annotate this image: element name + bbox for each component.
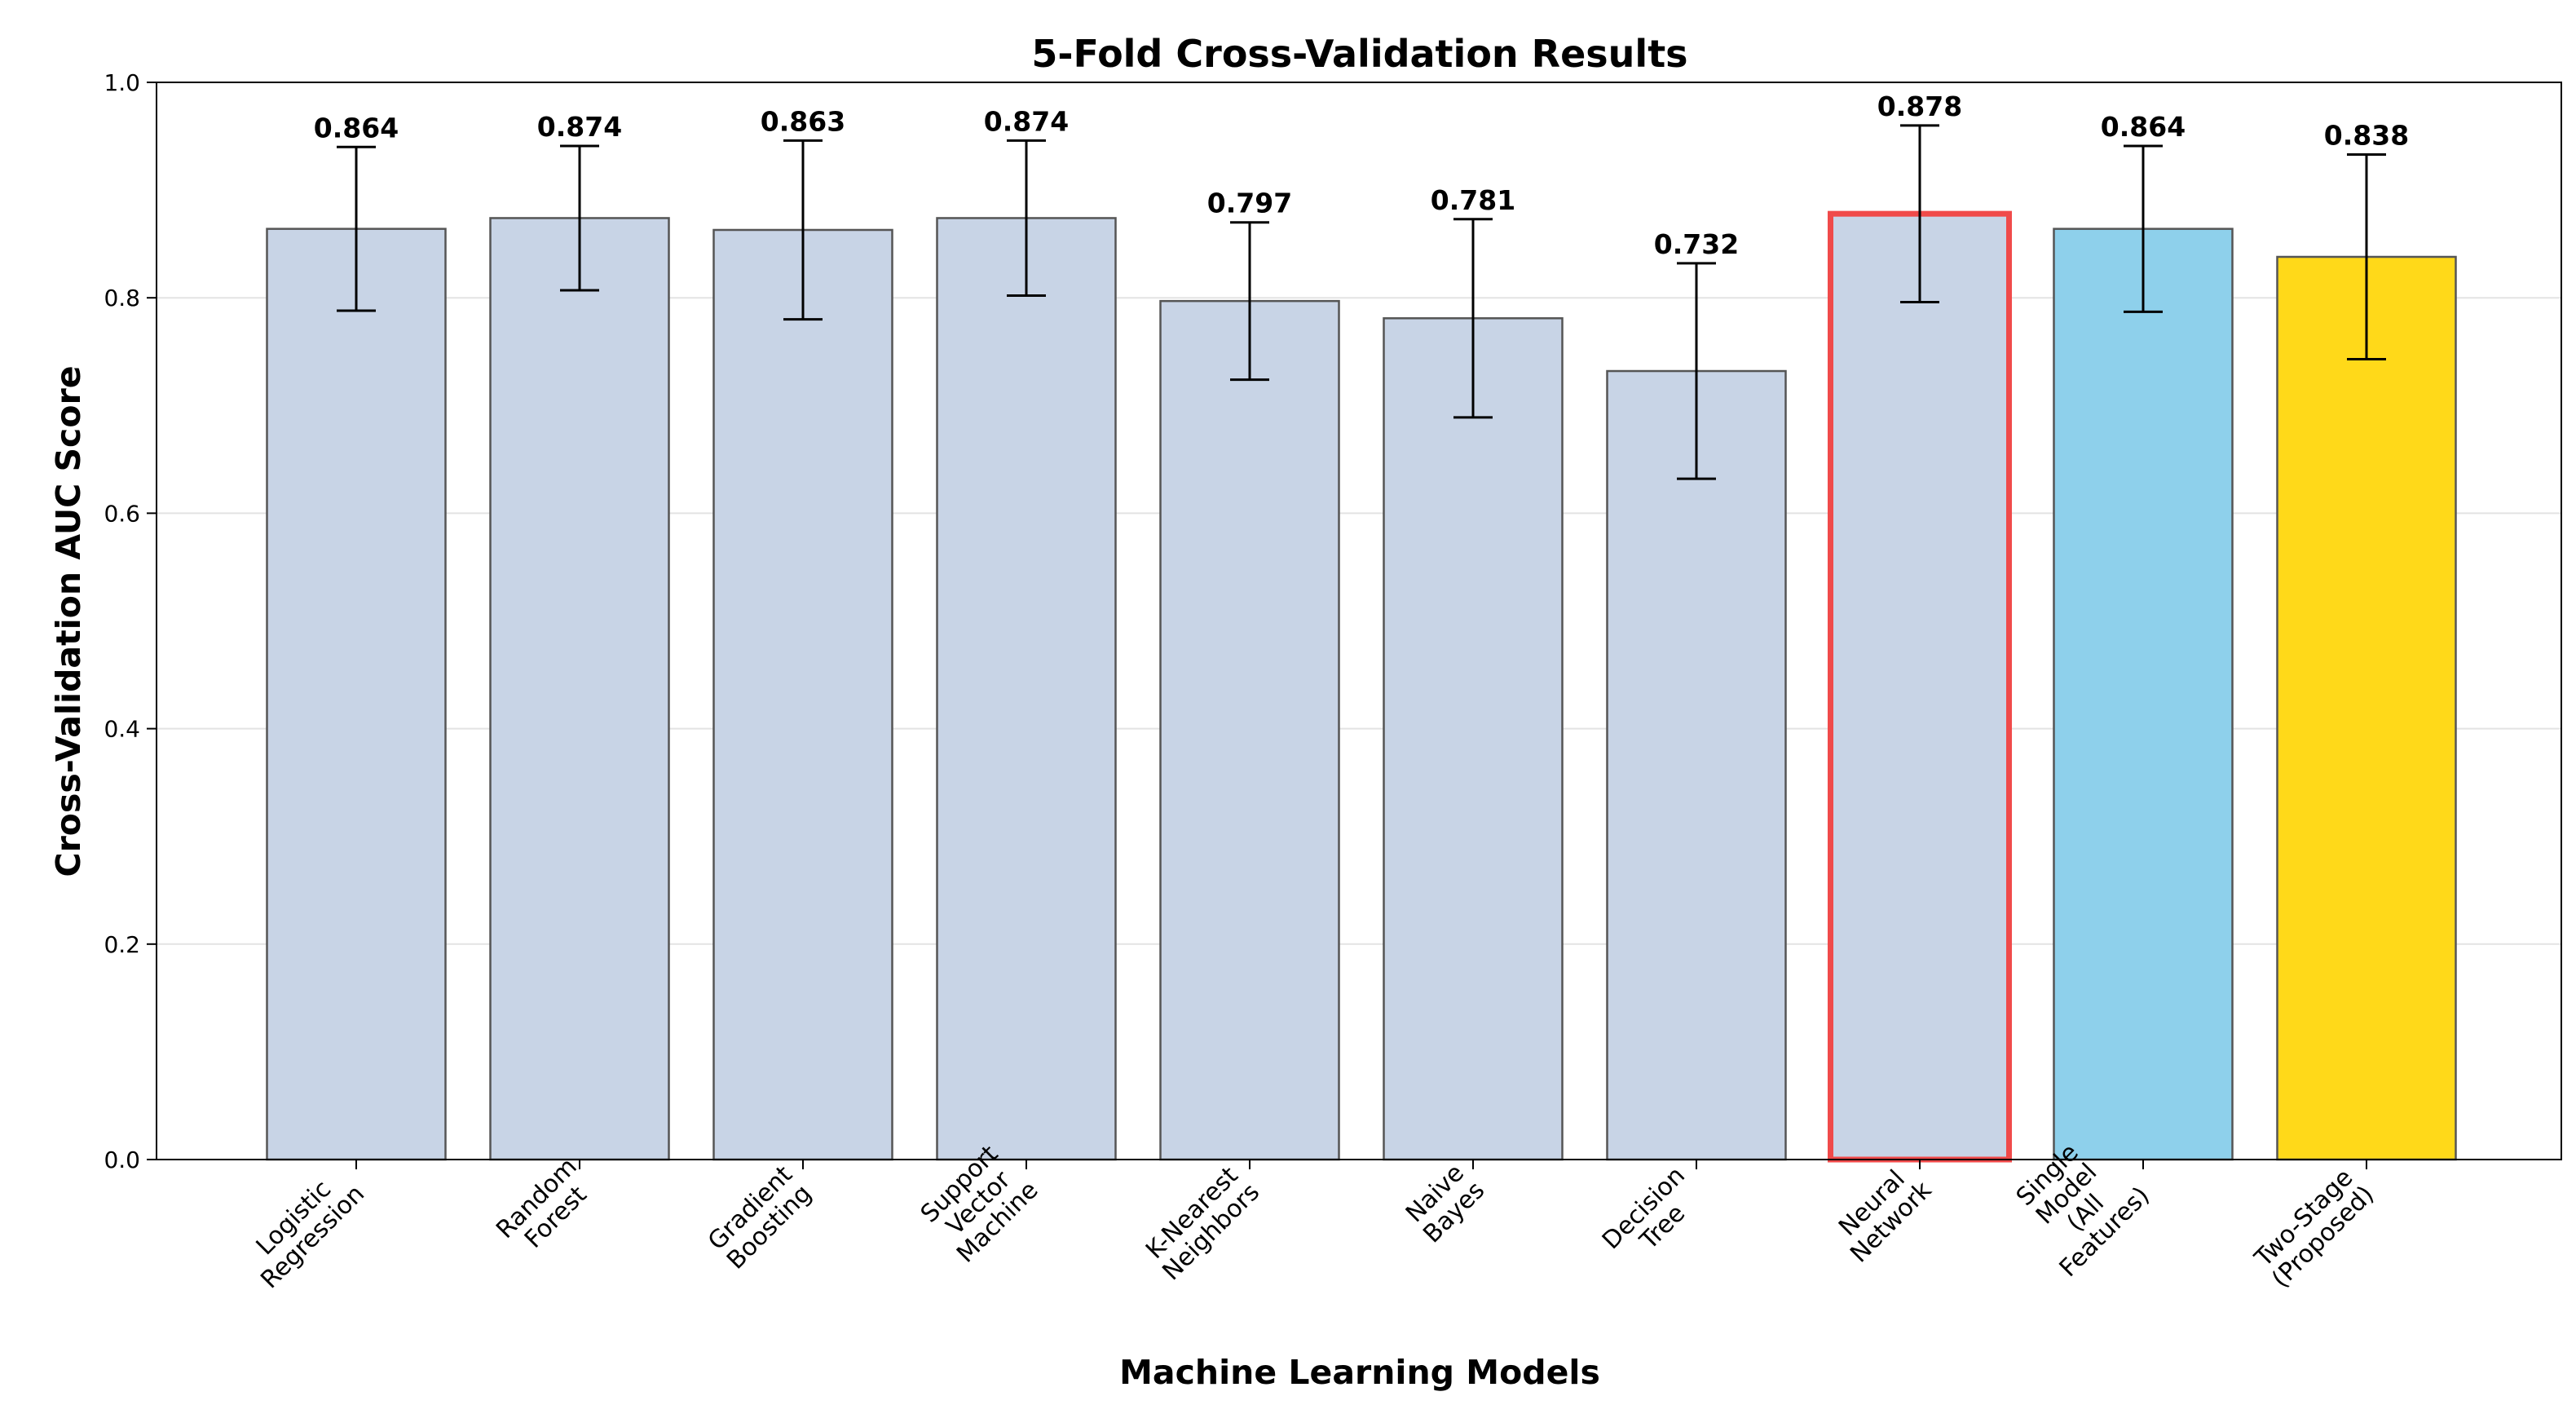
x-tick-label-text: NeuralNetwork [1826, 1156, 1938, 1268]
x-tick-label: GradientBoosting [703, 1160, 818, 1275]
x-tick-label-text: Two-Stage(Proposed) [2247, 1161, 2380, 1293]
y-tick-label: 0.4 [104, 716, 140, 743]
bar [1159, 299, 1340, 1161]
x-tick-label: RandomForest [491, 1152, 602, 1263]
y-axis-title: Cross-Validation AUC Score [49, 365, 88, 877]
value-label: 0.838 [2324, 120, 2409, 152]
value-label: 0.781 [1431, 184, 1515, 216]
value-label: 0.797 [1207, 188, 1292, 219]
y-tick-label: 0.8 [104, 285, 140, 311]
y-tick-label: 0.0 [104, 1146, 140, 1173]
x-tick-label: NaiveBayes [1399, 1157, 1490, 1248]
value-label: 0.864 [2101, 111, 2186, 143]
value-label: 0.878 [1877, 91, 1962, 122]
bar [712, 228, 893, 1161]
value-label: 0.864 [314, 112, 399, 144]
bar [936, 217, 1117, 1161]
error-bars [337, 124, 2386, 480]
y-tick-label: 0.6 [104, 500, 140, 527]
bar [2276, 255, 2457, 1161]
value-labels: 0.864 0.874 0.863 0.874 0.797 0.781 0.732 0.878… [314, 91, 2409, 260]
value-label: 0.874 [984, 105, 1069, 137]
bar [266, 228, 447, 1161]
x-tick-label: LogisticRegression [236, 1160, 370, 1294]
value-label: 0.874 [537, 111, 622, 143]
x-tick-label-text: DecisionTree [1597, 1161, 1709, 1274]
chart-title: 5-Fold Cross-Validation Results [1031, 32, 1687, 76]
bar [489, 217, 670, 1161]
bar [1606, 369, 1787, 1161]
x-tick-label-text: LogisticRegression [236, 1160, 370, 1294]
y-axis: 0.0 0.2 0.4 0.6 0.8 1.0 [104, 69, 157, 1173]
x-tick-label: DecisionTree [1597, 1161, 1709, 1274]
value-label: 0.732 [1654, 228, 1739, 260]
x-tick-label: K-NearestNeighbors [1138, 1159, 1265, 1286]
bar [1383, 317, 1564, 1161]
bar [1828, 210, 2012, 1163]
plot-frame [156, 82, 2562, 1160]
value-label: 0.863 [761, 105, 845, 137]
x-tick-label-text: RandomForest [491, 1152, 602, 1263]
x-tick-label-text: K-NearestNeighbors [1138, 1159, 1265, 1286]
y-tick-label: 0.2 [104, 931, 140, 958]
x-tick-label: Two-Stage(Proposed) [2247, 1161, 2380, 1294]
bars [266, 210, 2457, 1163]
x-axis-title: Machine Learning Models [1119, 1353, 1600, 1392]
x-tick-label: NeuralNetwork [1826, 1156, 1938, 1268]
y-tick-label: 1.0 [104, 69, 140, 96]
bar [2053, 228, 2234, 1161]
x-tick-label-text: NaiveBayes [1399, 1157, 1490, 1248]
x-tick-label-text: GradientBoosting [703, 1160, 818, 1275]
